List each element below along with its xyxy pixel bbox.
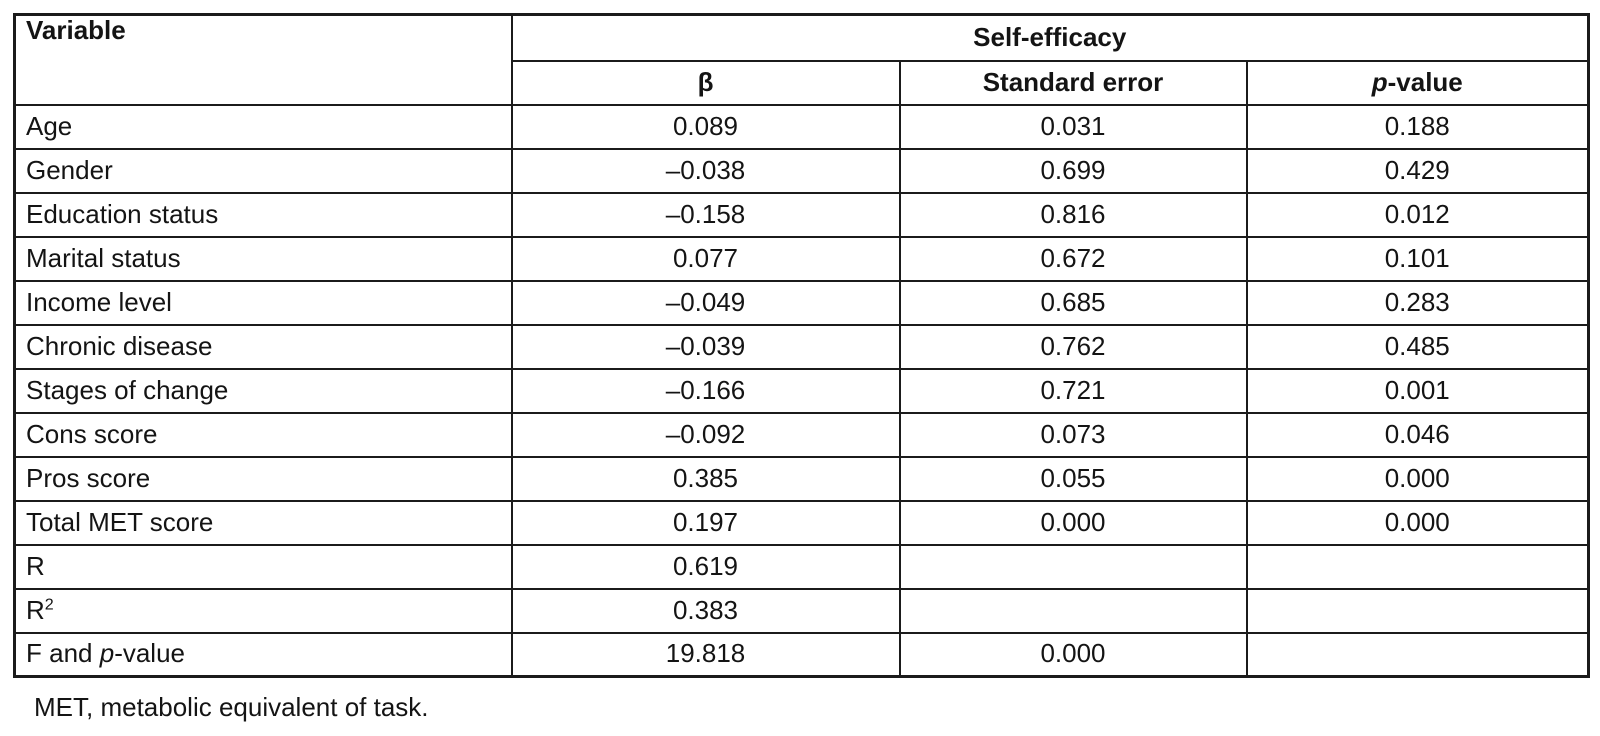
cell-variable: Gender xyxy=(13,147,513,194)
cell-variable: R2 xyxy=(13,587,513,634)
table-row: Stages of change –0.166 0.721 0.001 xyxy=(13,367,1590,414)
cell-p-value: 0.101 xyxy=(1245,235,1590,282)
cell-variable: Stages of change xyxy=(13,367,513,414)
cell-beta: 0.089 xyxy=(510,103,901,150)
cell-beta: –0.038 xyxy=(510,147,901,194)
cell-standard-error: 0.672 xyxy=(898,235,1248,282)
cell-variable: Cons score xyxy=(13,411,513,458)
cell-standard-error: 0.031 xyxy=(898,103,1248,150)
table-row: Education status –0.158 0.816 0.012 xyxy=(13,191,1590,238)
cell-standard-error: 0.000 xyxy=(898,499,1248,546)
cell-standard-error: 0.721 xyxy=(898,367,1248,414)
cell-variable: Chronic disease xyxy=(13,323,513,370)
cell-standard-error: 0.762 xyxy=(898,323,1248,370)
cell-p-value: 0.000 xyxy=(1245,499,1590,546)
header-beta: β xyxy=(510,59,901,106)
cell-beta: –0.158 xyxy=(510,191,901,238)
cell-beta: –0.092 xyxy=(510,411,901,458)
p-value-italic-p: p xyxy=(1371,66,1388,97)
cell-p-value xyxy=(1245,543,1590,590)
cell-standard-error: 0.000 xyxy=(898,631,1248,678)
header-row-group: Variable Self-efficacy xyxy=(13,13,1590,106)
cell-p-value: 0.046 xyxy=(1245,411,1590,458)
cell-beta: 0.197 xyxy=(510,499,901,546)
table-body: Age 0.089 0.031 0.188 Gender –0.038 0.69… xyxy=(13,103,1590,678)
cell-variable: Income level xyxy=(13,279,513,326)
r-squared-exponent: 2 xyxy=(44,594,54,613)
header-self-efficacy: Self-efficacy xyxy=(510,13,1590,62)
cell-beta: 19.818 xyxy=(510,631,901,678)
cell-beta: –0.166 xyxy=(510,367,901,414)
cell-beta: 0.619 xyxy=(510,543,901,590)
table-row: Cons score –0.092 0.073 0.046 xyxy=(13,411,1590,458)
cell-standard-error xyxy=(898,587,1248,634)
cell-standard-error: 0.699 xyxy=(898,147,1248,194)
cell-variable: Total MET score xyxy=(13,499,513,546)
cell-p-value: 0.429 xyxy=(1245,147,1590,194)
cell-standard-error xyxy=(898,543,1248,590)
header-variable: Variable xyxy=(13,13,513,106)
table-row: F and p-value 19.818 0.000 xyxy=(13,631,1590,678)
cell-standard-error: 0.055 xyxy=(898,455,1248,502)
cell-beta: 0.385 xyxy=(510,455,901,502)
cell-p-value xyxy=(1245,631,1590,678)
cell-standard-error: 0.073 xyxy=(898,411,1248,458)
cell-p-value xyxy=(1245,587,1590,634)
cell-variable: Marital status xyxy=(13,235,513,282)
cell-beta: 0.383 xyxy=(510,587,901,634)
cell-variable: R xyxy=(13,543,513,590)
table-row: Marital status 0.077 0.672 0.101 xyxy=(13,235,1590,282)
cell-beta: –0.039 xyxy=(510,323,901,370)
header-standard-error: Standard error xyxy=(898,59,1248,106)
table-row: Total MET score 0.197 0.000 0.000 xyxy=(13,499,1590,546)
table-footnote: MET, metabolic equivalent of task. xyxy=(34,692,429,722)
cell-p-value: 0.001 xyxy=(1245,367,1590,414)
cell-beta: 0.077 xyxy=(510,235,901,282)
cell-p-value: 0.485 xyxy=(1245,323,1590,370)
regression-table: Variable Self-efficacy β Standard error … xyxy=(13,13,1590,678)
cell-variable: F and p-value xyxy=(13,631,513,678)
cell-standard-error: 0.685 xyxy=(898,279,1248,326)
cell-standard-error: 0.816 xyxy=(898,191,1248,238)
cell-p-value: 0.000 xyxy=(1245,455,1590,502)
cell-variable: Age xyxy=(13,103,513,150)
cell-variable: Education status xyxy=(13,191,513,238)
table-row: Gender –0.038 0.699 0.429 xyxy=(13,147,1590,194)
f-label-italic-p: p xyxy=(99,638,115,669)
cell-p-value: 0.012 xyxy=(1245,191,1590,238)
f-label-prefix: F and xyxy=(26,638,100,669)
table-row: R 0.619 xyxy=(13,543,1590,590)
f-label-suffix: -value xyxy=(114,638,186,669)
table-row: Age 0.089 0.031 0.188 xyxy=(13,103,1590,150)
cell-p-value: 0.283 xyxy=(1245,279,1590,326)
table-row: Pros score 0.385 0.055 0.000 xyxy=(13,455,1590,502)
table-row: R2 0.383 xyxy=(13,587,1590,634)
table-header: Variable Self-efficacy β Standard error … xyxy=(13,13,1590,106)
header-p-value: p-value xyxy=(1245,59,1590,106)
p-value-rest: -value xyxy=(1387,66,1463,97)
cell-p-value: 0.188 xyxy=(1245,103,1590,150)
table-row: Chronic disease –0.039 0.762 0.485 xyxy=(13,323,1590,370)
cell-beta: –0.049 xyxy=(510,279,901,326)
table-row: Income level –0.049 0.685 0.283 xyxy=(13,279,1590,326)
r-squared-base: R xyxy=(26,594,45,625)
cell-variable: Pros score xyxy=(13,455,513,502)
header-row-columns: β Standard error p-value xyxy=(15,59,1590,106)
